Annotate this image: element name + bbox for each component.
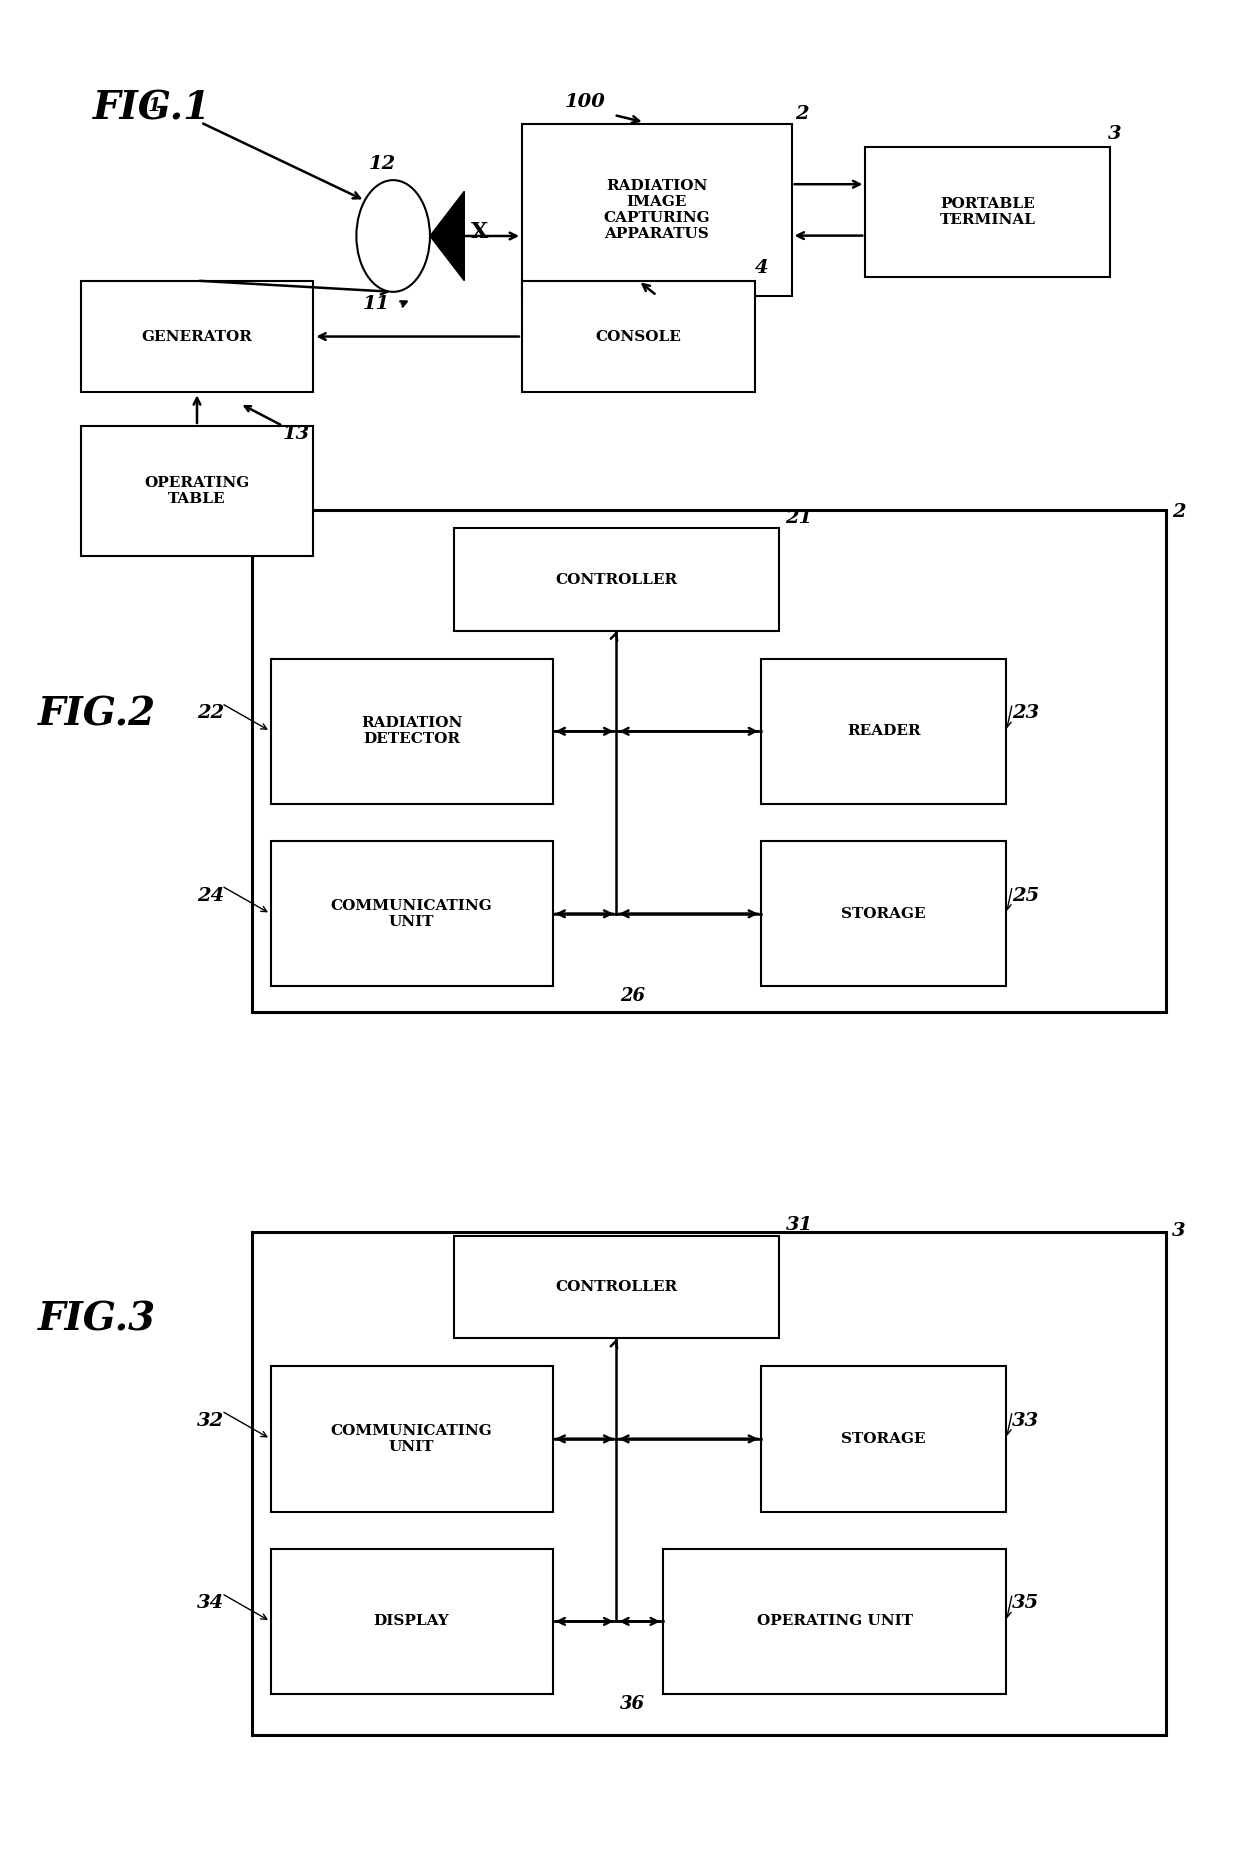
Text: 25: 25 — [1012, 887, 1039, 904]
Text: 100: 100 — [565, 94, 605, 111]
Text: FIG.3: FIG.3 — [37, 1300, 156, 1338]
FancyBboxPatch shape — [270, 658, 553, 805]
Text: OPERATING
TABLE: OPERATING TABLE — [144, 477, 249, 507]
Text: STORAGE: STORAGE — [841, 1431, 926, 1446]
Text: RADIATION
IMAGE
CAPTURING
APPARATUS: RADIATION IMAGE CAPTURING APPARATUS — [604, 178, 711, 242]
Text: 11: 11 — [362, 295, 389, 313]
Text: 1: 1 — [148, 98, 161, 114]
Text: READER: READER — [847, 724, 920, 739]
Text: COMMUNICATING
UNIT: COMMUNICATING UNIT — [331, 899, 492, 929]
Text: 3: 3 — [1109, 126, 1122, 143]
Text: 26: 26 — [620, 987, 645, 1006]
FancyBboxPatch shape — [522, 281, 755, 392]
Text: COMMUNICATING
UNIT: COMMUNICATING UNIT — [331, 1424, 492, 1454]
Text: 21: 21 — [785, 508, 812, 527]
FancyBboxPatch shape — [81, 281, 314, 392]
Text: CONTROLLER: CONTROLLER — [556, 572, 678, 587]
Text: DISPLAY: DISPLAY — [373, 1615, 449, 1628]
Text: 35: 35 — [1012, 1595, 1039, 1611]
Text: 3: 3 — [1172, 1221, 1185, 1240]
FancyBboxPatch shape — [81, 426, 314, 557]
FancyBboxPatch shape — [761, 840, 1006, 987]
Text: 23: 23 — [1012, 704, 1039, 722]
Text: 12: 12 — [368, 156, 396, 173]
Text: FIG.2: FIG.2 — [37, 696, 156, 734]
Text: RADIATION
DETECTOR: RADIATION DETECTOR — [361, 717, 463, 747]
Circle shape — [356, 180, 430, 293]
FancyBboxPatch shape — [270, 840, 553, 987]
Text: 2: 2 — [795, 105, 808, 122]
Text: CONSOLE: CONSOLE — [595, 330, 681, 343]
FancyBboxPatch shape — [761, 658, 1006, 805]
Text: STORAGE: STORAGE — [841, 906, 926, 921]
Text: 32: 32 — [197, 1413, 224, 1430]
Text: X: X — [470, 221, 487, 242]
Text: 13: 13 — [283, 426, 310, 443]
Text: 33: 33 — [1012, 1413, 1039, 1430]
FancyBboxPatch shape — [866, 146, 1111, 278]
Text: CONTROLLER: CONTROLLER — [556, 1279, 678, 1294]
FancyBboxPatch shape — [455, 529, 780, 630]
Text: 31: 31 — [785, 1216, 812, 1234]
FancyBboxPatch shape — [522, 124, 791, 296]
Text: 36: 36 — [620, 1694, 645, 1713]
Text: 22: 22 — [197, 704, 224, 722]
Text: 24: 24 — [197, 887, 224, 904]
Text: 2: 2 — [1172, 503, 1185, 522]
FancyBboxPatch shape — [252, 1233, 1166, 1735]
FancyBboxPatch shape — [270, 1550, 553, 1694]
Text: PORTABLE
TERMINAL: PORTABLE TERMINAL — [940, 197, 1035, 227]
Text: GENERATOR: GENERATOR — [141, 330, 253, 343]
FancyBboxPatch shape — [761, 1366, 1006, 1512]
FancyBboxPatch shape — [663, 1550, 1006, 1694]
Text: FIG.1: FIG.1 — [93, 90, 211, 128]
Text: 4: 4 — [755, 259, 769, 278]
Polygon shape — [430, 191, 464, 281]
Text: 34: 34 — [197, 1595, 224, 1611]
FancyBboxPatch shape — [252, 510, 1166, 1013]
FancyBboxPatch shape — [455, 1236, 780, 1338]
Text: OPERATING UNIT: OPERATING UNIT — [756, 1615, 913, 1628]
FancyBboxPatch shape — [270, 1366, 553, 1512]
